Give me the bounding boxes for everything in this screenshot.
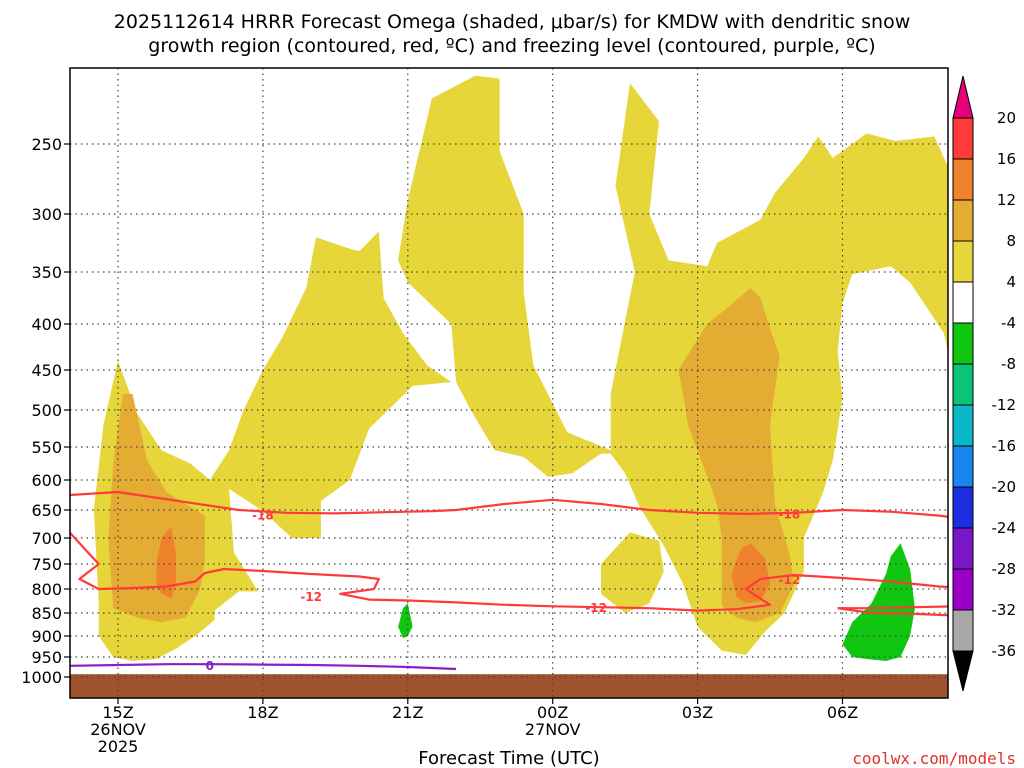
- y-tick-label: 250: [31, 135, 62, 154]
- y-tick-label: 800: [31, 580, 62, 599]
- contour-label: 0: [206, 659, 214, 673]
- colorbar-segment: [952, 281, 974, 324]
- x-tick-label: 06Z: [827, 703, 858, 722]
- colorbar-segment: [952, 527, 974, 570]
- omega-region-3: [108, 394, 205, 623]
- colorbar-legend: 20 16 12 8 4 -4 -8 -12 -16 -20 -24 -28 -32 -36: [952, 75, 1017, 692]
- colorbar-segment: [952, 609, 974, 652]
- colorbar-top-arrow: [952, 75, 974, 119]
- contour-label: -12: [300, 590, 322, 604]
- omega-region-1: [398, 75, 948, 655]
- contour-labels: -18 -18 -12 -12 -12 0: [206, 507, 801, 673]
- omega-region-4: [678, 287, 795, 623]
- omega-region-2: [601, 532, 664, 613]
- colorbar-label: -12: [992, 396, 1017, 414]
- y-axis: 250 300 350 400 450 500 550 600 650 700 750 800 850 9…: [21, 135, 70, 687]
- omega-region-6: [731, 543, 770, 604]
- contour-label: -18: [779, 507, 801, 521]
- omega-region-5: [156, 526, 176, 599]
- colorbar-label: -4: [1001, 314, 1016, 332]
- colorbar-segment: [952, 240, 974, 283]
- x-tick-label: 2025: [98, 737, 139, 756]
- contour--12-1: [70, 531, 948, 612]
- omega-shaded-regions: [93, 75, 948, 661]
- colorbar-label: -8: [1001, 355, 1016, 373]
- colorbar-segment: [952, 117, 974, 160]
- colorbar-label: -32: [992, 601, 1017, 619]
- omega-region-8: [398, 603, 413, 639]
- x-tick-label: 18Z: [247, 703, 278, 722]
- contour-label: -12: [779, 573, 801, 587]
- contour--12-2: [837, 605, 948, 610]
- credit-text: coolwx.com/models: [852, 749, 1016, 768]
- x-tick-label: 00Z: [537, 703, 568, 722]
- omega-region-7: [842, 543, 915, 661]
- plot-frame: [69, 67, 949, 699]
- y-tick-label: 550: [31, 438, 62, 457]
- y-tick-label: 950: [31, 648, 62, 667]
- colorbar-label: -36: [992, 642, 1017, 660]
- colorbar-segment: [952, 322, 974, 365]
- x-axis-label: Forecast Time (UTC): [418, 748, 599, 768]
- x-tick-label: 03Z: [682, 703, 713, 722]
- colorbar-segment: [952, 199, 974, 242]
- colorbar-segment: [952, 158, 974, 201]
- colorbar-label: -16: [992, 437, 1017, 455]
- y-tick-label: 650: [31, 501, 62, 520]
- contour-label: -18: [252, 508, 274, 522]
- ground-surface: [70, 674, 948, 698]
- x-tick-label: 21Z: [392, 703, 423, 722]
- colorbar-label: 16: [997, 150, 1016, 168]
- y-tick-label: 450: [31, 361, 62, 380]
- y-tick-label: 1000: [21, 668, 62, 687]
- colorbar-segment: [952, 363, 974, 406]
- colorbar-label: 12: [997, 191, 1016, 209]
- y-tick-label: 700: [31, 529, 62, 548]
- plot-area: -18 -18 -12 -12 -12 0: [69, 67, 949, 699]
- y-tick-label: 850: [31, 604, 62, 623]
- contour--12-3: [837, 607, 948, 617]
- x-tick-label: 27NOV: [525, 720, 581, 739]
- colorbar-segment: [952, 404, 974, 447]
- temperature-contours: [70, 490, 948, 671]
- colorbar-label: 8: [1006, 232, 1016, 250]
- y-tick-label: 400: [31, 315, 62, 334]
- y-tick-label: 500: [31, 401, 62, 420]
- x-tick-label: 15Z: [102, 703, 133, 722]
- colorbar-label: 4: [1006, 273, 1016, 291]
- freezing-level-line: [70, 663, 457, 671]
- colorbar-label: -20: [992, 478, 1017, 496]
- y-tick-label: 300: [31, 205, 62, 224]
- chart-title-line-2: growth region (contoured, red, ºC) and f…: [148, 35, 875, 57]
- colorbar-label: 20: [997, 109, 1016, 127]
- y-tick-label: 900: [31, 627, 62, 646]
- y-tick-label: 600: [31, 471, 62, 490]
- colorbar-label: -24: [992, 519, 1017, 537]
- colorbar-segment: [952, 445, 974, 488]
- contour-label: -12: [585, 601, 607, 615]
- grid-lines: [70, 68, 948, 698]
- colorbar-bottom-arrow: [952, 650, 974, 692]
- colorbar-segment: [952, 486, 974, 529]
- colorbar-segment: [952, 568, 974, 611]
- chart-title-line-1: 2025112614 HRRR Forecast Omega (shaded, …: [114, 11, 911, 33]
- y-tick-label: 350: [31, 263, 62, 282]
- x-tick-label: 26NOV: [90, 720, 146, 739]
- y-tick-label: 750: [31, 555, 62, 574]
- colorbar-label: -28: [992, 560, 1017, 578]
- contour--18-0: [70, 490, 948, 518]
